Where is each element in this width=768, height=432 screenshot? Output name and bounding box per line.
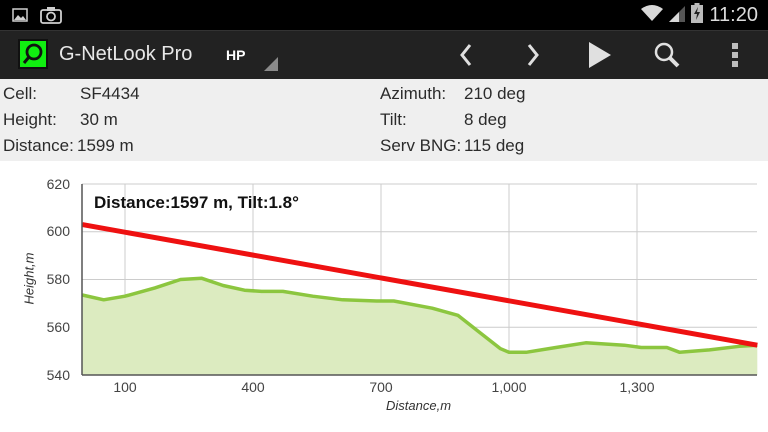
- info-label: Azimuth:: [380, 84, 447, 103]
- info-label: Distance:: [3, 136, 74, 155]
- antenna-beam-line: [81, 222, 758, 348]
- height-profile-chart[interactable]: 620 600 580 560 540 100 400 700 1,000 1,…: [0, 161, 768, 432]
- battery-charging-icon: [691, 3, 704, 28]
- mode-spinner[interactable]: HP: [226, 45, 282, 75]
- terrain-area: [82, 278, 758, 375]
- info-value: 210 deg: [464, 84, 526, 103]
- info-value: 8 deg: [464, 110, 507, 129]
- more-vertical-icon: [732, 43, 738, 67]
- overflow-menu-button[interactable]: [715, 37, 755, 73]
- app-title: G-NetLook Pro: [59, 43, 193, 65]
- chart-plot-area: [81, 183, 758, 376]
- status-bar: 11:20: [0, 0, 768, 30]
- clock: 11:20: [709, 4, 758, 26]
- y-tick: 600: [46, 223, 70, 239]
- spinner-value: HP: [226, 47, 246, 63]
- chevron-right-icon: [527, 44, 539, 66]
- info-label: Height:: [3, 110, 57, 129]
- play-icon: [589, 42, 611, 68]
- chart-annotation: Distance:1597 m, Tilt:1.8°: [94, 193, 299, 212]
- action-bar: G-NetLook Pro HP: [0, 30, 768, 79]
- y-tick: 560: [46, 319, 70, 335]
- info-value: 115 deg: [464, 136, 525, 155]
- next-button[interactable]: [513, 37, 553, 73]
- info-label: Serv BNG:: [380, 136, 462, 155]
- previous-button[interactable]: [446, 37, 486, 73]
- x-tick: 400: [241, 379, 265, 395]
- play-button[interactable]: [580, 37, 620, 73]
- info-value: SF4434: [80, 84, 140, 103]
- info-row-tilt: Tilt: 8 deg: [380, 108, 760, 132]
- search-button[interactable]: [647, 37, 687, 73]
- wifi-icon: [641, 4, 664, 27]
- info-label: Tilt:: [380, 110, 407, 129]
- x-tick: 1,300: [619, 379, 655, 395]
- app-logo-icon[interactable]: [18, 39, 48, 69]
- camera-icon: [40, 6, 62, 29]
- image-icon: [12, 8, 28, 27]
- chevron-left-icon: [460, 44, 472, 66]
- info-row-height: Height: 30 m: [3, 108, 363, 132]
- terrain-line: [81, 276, 758, 355]
- x-tick: 100: [113, 379, 137, 395]
- y-tick: 580: [46, 271, 70, 287]
- spinner-dropdown-icon: [264, 57, 278, 71]
- info-label: Cell:: [3, 84, 38, 103]
- x-tick: 700: [369, 379, 393, 395]
- signal-icon: [669, 4, 686, 27]
- x-axis-title: Distance,m: [386, 398, 452, 413]
- info-row-azimuth: Azimuth: 210 deg: [380, 82, 760, 106]
- info-value: 1599 m: [77, 136, 134, 155]
- y-axis-title: Height,m: [21, 252, 37, 305]
- info-row-serv-bng: Serv BNG: 115 deg: [380, 134, 760, 158]
- cell-info-panel: Cell: SF4434 Height: 30 m Distance: 1599…: [0, 79, 768, 161]
- x-tick: 1,000: [491, 379, 527, 395]
- y-tick: 540: [46, 367, 70, 383]
- info-row-distance: Distance: 1599 m: [3, 134, 363, 158]
- search-icon: [654, 42, 680, 68]
- info-row-cell: Cell: SF4434: [3, 82, 363, 106]
- info-value: 30 m: [80, 110, 118, 129]
- y-tick: 620: [46, 176, 70, 192]
